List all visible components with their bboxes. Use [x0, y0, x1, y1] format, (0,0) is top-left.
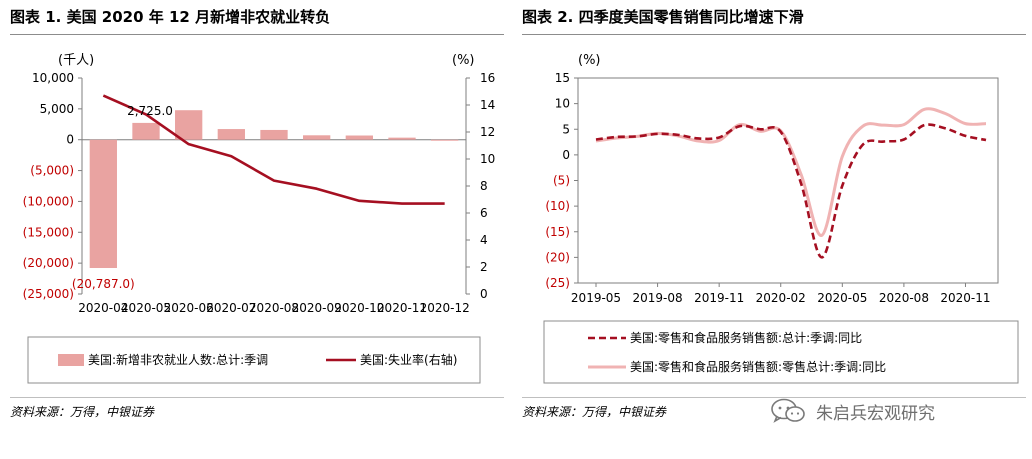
y-axis-tick-label: (25) [545, 276, 570, 290]
left-axis-tick-label: (15,000) [23, 225, 74, 239]
figure-1-chart: (千人) (%) 10,000 5,000 0 (5,000) (10,000) (15,00… [23, 53, 495, 384]
watermark-text: 朱启兵宏观研究 [816, 403, 935, 424]
y-axis-tick-label: 15 [555, 71, 570, 85]
x-tick-label: 2020-07 [206, 301, 256, 315]
left-axis-tick-label: (5,000) [30, 164, 74, 178]
x-tick-label: 2020-11 [940, 291, 990, 305]
y-axis-tick-label: 10 [555, 97, 570, 111]
x-tick-label: 2019-08 [633, 291, 683, 305]
bar-2020-12 [431, 139, 459, 141]
figure-2-title: 图表 2. 四季度美国零售销售同比增速下滑 [522, 8, 804, 26]
bar-2020-05 [132, 122, 160, 140]
bar-2020-04 [89, 139, 117, 268]
figure-1-title: 图表 1. 美国 2020 年 12 月新增非农就业转负 [10, 8, 331, 26]
y-axis-tick-label: (15) [545, 225, 570, 239]
left-axis-unit: (千人) [58, 53, 94, 68]
legend-box [27, 336, 481, 384]
legend-swatch-bar [58, 354, 84, 366]
bar-2020-11 [388, 137, 416, 140]
series-retail-food-services-line [595, 123, 987, 259]
figure-1-source: 资料来源：万得，中银证券 [10, 405, 155, 419]
x-tick-label: 2020-02 [756, 291, 806, 305]
right-axis-tick-label: 4 [480, 233, 488, 247]
x-tick-label: 2020-05 [817, 291, 867, 305]
right-axis-tick-label: 2 [480, 260, 488, 274]
legend-label-dashed: 美国:零售和食品服务销售额:总计:季调:同比 [630, 330, 862, 345]
left-axis-tick-label: 0 [66, 133, 74, 147]
legend-label-bar: 美国:新增非农就业人数:总计:季调 [88, 352, 268, 367]
x-tick-label: 2020-05 [121, 301, 171, 315]
figure-1-title-rule [10, 34, 504, 35]
legend-box [543, 320, 1019, 384]
y-axis-tick-label: (5) [553, 174, 570, 188]
right-axis-tick-label: 10 [480, 152, 495, 166]
right-axis-unit: (%) [452, 53, 475, 68]
x-tick-label: 2020-06 [164, 301, 214, 315]
y-axis-tick-label: (10) [545, 199, 570, 213]
right-axis-tick-label: 6 [480, 206, 488, 220]
watermark: 朱启兵宏观研究 [770, 398, 935, 424]
bar-2020-07 [217, 129, 245, 140]
figure-2-title-rule [522, 34, 1026, 35]
figure-2-panel: 图表 2. 四季度美国零售销售同比增速下滑 (%) 15 10 5 0 (5) (10) (1… [516, 0, 1032, 459]
x-tick-label: 2020-09 [292, 301, 342, 315]
right-axis-tick-label: 14 [480, 98, 495, 112]
x-tick-label: 2020-11 [377, 301, 427, 315]
left-axis-tick-label: (10,000) [23, 194, 74, 208]
x-tick-label: 2020-04 [78, 301, 128, 315]
wechat-icon [771, 398, 805, 423]
series-retail-total-line [595, 107, 987, 237]
y-axis-tick-label: 0 [562, 148, 570, 162]
figure-2-chart: (%) 15 10 5 0 (5) (10) (15) (20) (25)2019-05 2019-… [543, 53, 1019, 384]
bar-data-label: (20,787.0) [72, 277, 135, 291]
x-tick-label: 2019-05 [571, 291, 621, 305]
bar-data-label: 2,725.0 [127, 104, 173, 118]
y-axis-unit: (%) [578, 53, 601, 68]
figure-1-bottom-rule [10, 397, 504, 398]
figure-1-panel: 图表 1. 美国 2020 年 12 月新增非农就业转负 (千人) (%) 10,0… [10, 8, 504, 419]
x-tick-label: 2020-12 [420, 301, 470, 315]
x-tick-label: 2020-10 [334, 301, 384, 315]
figure-2-source: 资料来源：万得，中银证券 [522, 405, 667, 419]
x-tick-label: 2019-11 [694, 291, 744, 305]
bar-2020-08 [260, 129, 288, 140]
right-axis-tick-label: 8 [480, 179, 488, 193]
left-axis-tick-label: 10,000 [32, 71, 74, 85]
y-axis-tick-label: 5 [562, 122, 570, 136]
y-axis-tick-label: (20) [545, 250, 570, 264]
bar-2020-10 [345, 135, 373, 140]
legend-label-solid: 美国:零售和食品服务销售额:零售总计:季调:同比 [630, 359, 886, 374]
left-axis-tick-label: (20,000) [23, 256, 74, 270]
bar-2020-06 [175, 110, 203, 140]
right-axis-tick-label: 16 [480, 71, 495, 85]
bar-2020-09 [303, 135, 331, 140]
figure-2-bottom-rule [522, 397, 1026, 398]
x-tick-label: 2020-08 [249, 301, 299, 315]
left-axis-tick-label: 5,000 [40, 102, 74, 116]
unemployment-rate-line [102, 94, 445, 205]
left-axis-tick-label: (25,000) [23, 287, 74, 301]
right-axis-tick-label: 12 [480, 125, 495, 139]
right-axis-tick-label: 0 [480, 287, 488, 301]
legend-label-line: 美国:失业率(右轴) [360, 352, 457, 367]
x-tick-label: 2020-08 [879, 291, 929, 305]
